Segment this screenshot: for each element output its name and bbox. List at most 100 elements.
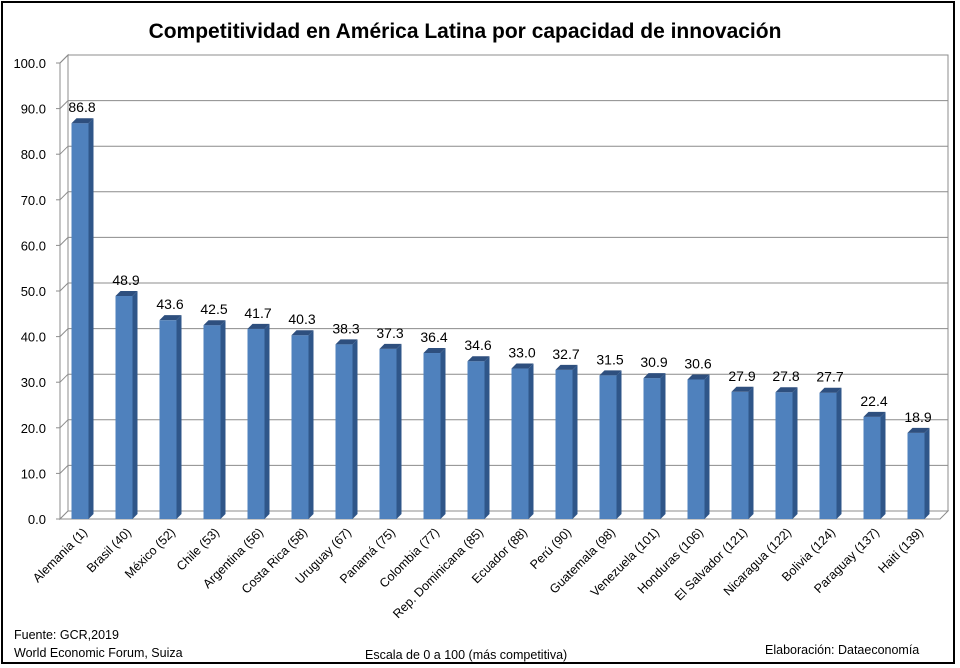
gridline	[59, 419, 948, 429]
bar-front	[423, 353, 441, 519]
value-label: 41.7	[244, 305, 271, 321]
bar-side	[616, 370, 622, 519]
y-tick-label: 50.0	[21, 284, 46, 299]
bar-top	[863, 411, 886, 417]
bar-front	[863, 416, 881, 519]
bar	[819, 387, 842, 519]
value-label: 27.7	[816, 369, 843, 385]
source-line-2: World Economic Forum, Suiza	[14, 646, 183, 660]
y-axis-labels: 0.0 10.0 20.0 30.0 40.0 50.0 60.0 70.0 80.0 90.0 1…	[13, 56, 46, 527]
chart-bars	[71, 118, 930, 519]
bar-side	[396, 343, 402, 519]
bar-side	[528, 363, 534, 519]
chart-title: Competitividad en América Latina por cap…	[148, 20, 782, 43]
bar	[335, 339, 358, 519]
bar-top	[775, 387, 798, 393]
bar	[555, 364, 578, 519]
bar-side	[704, 374, 710, 519]
gridline	[59, 191, 948, 201]
bar	[775, 387, 798, 519]
value-label: 86.8	[68, 99, 95, 115]
bar-top	[115, 291, 138, 297]
bar-side	[352, 339, 358, 519]
bar	[467, 356, 490, 519]
bar-front	[643, 378, 661, 519]
bar-front	[907, 432, 925, 519]
bar-top	[731, 386, 754, 392]
gridline	[59, 328, 948, 337]
bar	[71, 118, 94, 519]
value-label: 37.3	[376, 325, 403, 341]
bar-side	[176, 315, 182, 519]
bar-front	[203, 325, 221, 519]
bar	[115, 291, 138, 519]
bar	[643, 373, 666, 519]
bar-side	[88, 118, 94, 519]
bar-side	[132, 291, 138, 519]
bar-side	[572, 364, 578, 519]
value-label: 18.9	[904, 409, 931, 425]
bar	[731, 386, 754, 519]
bar-side	[836, 387, 842, 519]
bar-top	[599, 370, 622, 376]
bar-top	[203, 320, 226, 326]
y-tick-label: 70.0	[21, 193, 46, 208]
value-labels: 86.8 48.9 43.6 42.5 41.7 40.3 38.3 37.3 36.4 34.6…	[68, 99, 931, 425]
gridline	[59, 54, 948, 64]
y-tick-label: 90.0	[21, 102, 46, 117]
value-label: 27.9	[728, 368, 755, 384]
bar-top	[907, 427, 930, 433]
bar-front	[71, 123, 89, 519]
bar-top	[291, 330, 314, 336]
bar-front	[511, 368, 529, 519]
bar	[379, 343, 402, 519]
bar-side	[660, 373, 666, 519]
bar-top	[335, 339, 358, 345]
y-tick-label: 0.0	[28, 512, 46, 527]
y-tick-label: 40.0	[21, 330, 46, 345]
x-tick-label: Haiti (139)	[875, 525, 926, 576]
value-label: 30.9	[640, 354, 667, 370]
bar	[247, 323, 270, 519]
gridline	[59, 464, 948, 474]
source-line-1: Fuente: GCR,2019	[14, 628, 119, 642]
value-label: 43.6	[156, 296, 183, 312]
gridline	[59, 145, 948, 155]
bar-front	[599, 375, 617, 519]
bar-front	[247, 328, 265, 519]
bar-front	[115, 296, 133, 519]
value-label: 48.9	[112, 272, 139, 288]
bar-front	[775, 392, 793, 519]
bar-top	[159, 315, 182, 321]
value-label: 36.4	[420, 329, 447, 345]
y-tick-label: 30.0	[21, 375, 46, 390]
bar-top	[819, 387, 842, 393]
gridline	[59, 373, 948, 383]
bar-front	[379, 348, 397, 519]
floor	[58, 510, 950, 520]
bar-side	[792, 387, 798, 519]
bar-side	[308, 330, 314, 519]
y-tick-label: 80.0	[21, 147, 46, 162]
bar-side	[484, 356, 490, 519]
bar-top	[71, 118, 94, 124]
x-tick-label: Alemania (1)	[30, 525, 90, 585]
gridline	[59, 282, 948, 292]
y-tick-label: 20.0	[21, 421, 46, 436]
bar-front	[819, 392, 837, 519]
bar	[511, 363, 534, 519]
bar	[907, 427, 930, 519]
bar-side	[748, 386, 754, 519]
bar-front	[159, 320, 177, 519]
bar-top	[511, 363, 534, 369]
value-label: 27.8	[772, 368, 799, 384]
value-label: 31.5	[596, 351, 623, 367]
bar-front	[731, 391, 749, 519]
value-label: 38.3	[332, 320, 359, 336]
y-tick-label: 10.0	[21, 466, 46, 481]
credit-note: Elaboración: Dataeconomía	[765, 643, 920, 657]
bar-top	[423, 348, 446, 354]
bar-side	[924, 427, 930, 519]
scale-note: Escala de 0 a 100 (más competitiva)	[365, 648, 568, 662]
